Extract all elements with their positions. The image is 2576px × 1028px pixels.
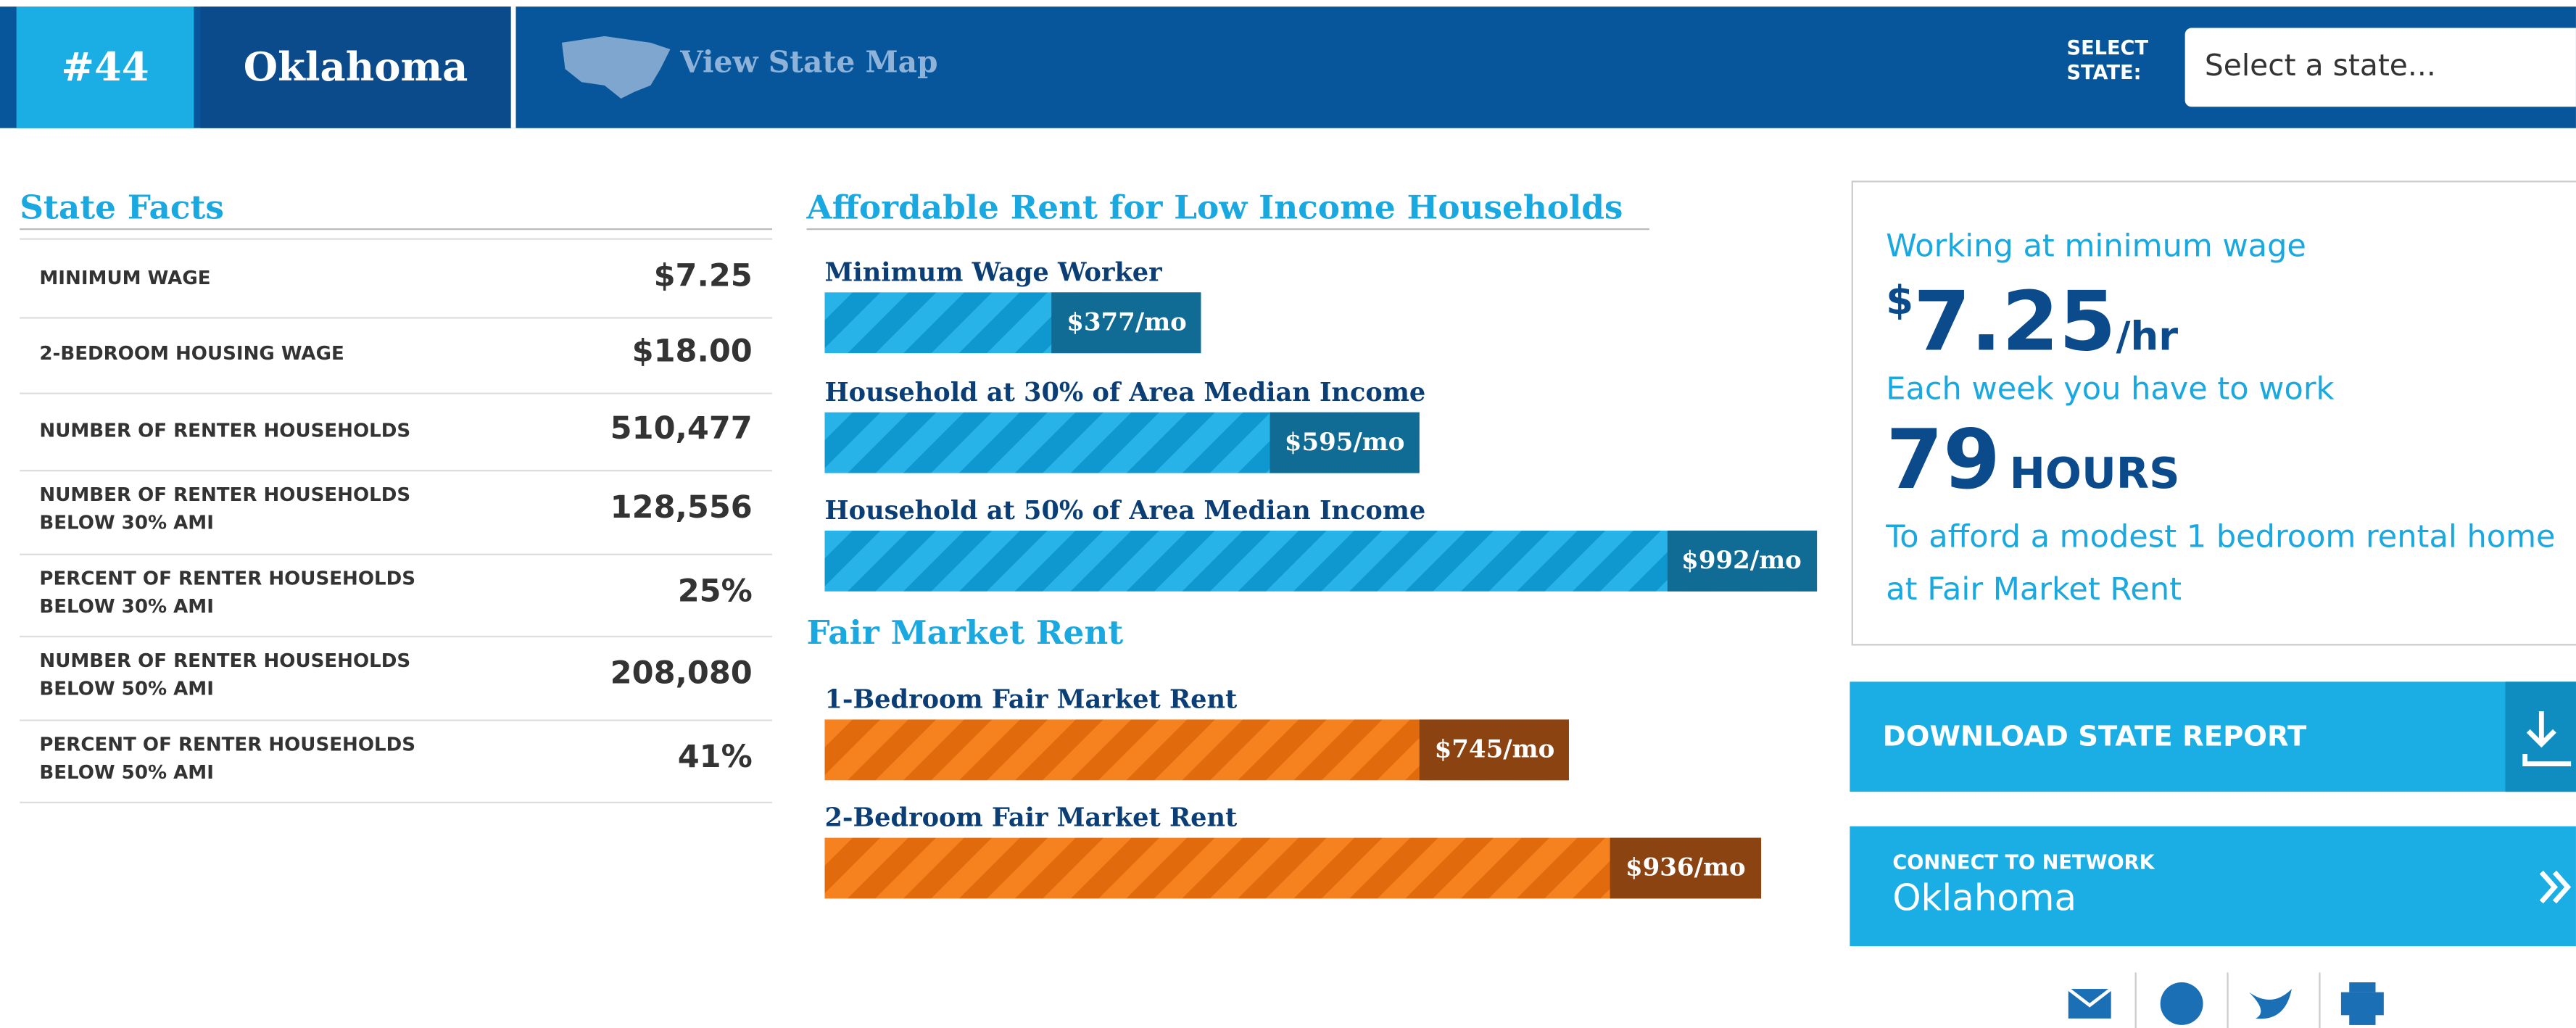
fact-value: $7.25 xyxy=(653,257,753,294)
fact-row: NUMBER OF RENTER HOUSEHOLDS BELOW 30% AM… xyxy=(20,470,772,555)
select-placeholder: Select a state... xyxy=(2204,49,2436,84)
map-icon[interactable] xyxy=(555,30,674,102)
bar-label: Minimum Wage Worker xyxy=(824,256,1162,288)
hours-unit: HOURS xyxy=(2009,449,2180,500)
fact-value: $18.00 xyxy=(631,333,753,370)
select-label-line: SELECT xyxy=(2066,36,2149,59)
bar-label: 2-Bedroom Fair Market Rent xyxy=(824,801,1238,833)
rank: #44 xyxy=(16,7,194,128)
download-label: DOWNLOAD STATE REPORT xyxy=(1882,721,2307,755)
section-title: State Facts xyxy=(20,187,772,231)
intro: Working at minimum wage xyxy=(1886,228,2306,265)
fact-value: 510,477 xyxy=(610,410,753,447)
state-select[interactable]: Select a state... xyxy=(2184,28,2576,107)
divider xyxy=(510,7,516,128)
chevron xyxy=(2539,870,2572,904)
fact-label: NUMBER OF RENTER HOUSEHOLDS BELOW 50% AM… xyxy=(39,649,411,700)
wage-value: 7.25 xyxy=(1913,274,2116,370)
fact-row: MINIMUM WAGE $7.25 xyxy=(20,238,772,319)
section-title: Affordable Rent for Low Income Household… xyxy=(806,187,1649,231)
fact-label: NUMBER OF RENTER HOUSEHOLDS xyxy=(39,418,411,442)
bar: $377/mo xyxy=(824,292,1202,354)
bar: $745/mo xyxy=(824,719,1570,781)
download-button[interactable]: DOWNLOAD STATE REPORT xyxy=(1850,681,2576,792)
section-title: Fair Market Rent xyxy=(806,613,1124,652)
download-icon-box xyxy=(2505,681,2576,792)
fact-label: 2-BEDROOM HOUSING WAGE xyxy=(39,341,344,365)
connect-button[interactable]: CONNECT TO NETWORK Oklahoma xyxy=(1850,826,2576,947)
fact-row: 2-BEDROOM HOUSING WAGE $18.00 xyxy=(20,315,772,394)
bar-value-label: $936/mo xyxy=(1610,837,1761,899)
state-name: Oklahoma xyxy=(200,7,511,128)
bar: $936/mo xyxy=(824,837,1761,899)
fact-value: 208,080 xyxy=(610,655,753,692)
work-panel: Working at minimum wage $7.25/hr Each we… xyxy=(1851,181,2576,646)
bar-value-label: $992/mo xyxy=(1666,530,1817,592)
currency: $ xyxy=(1886,277,1914,324)
fact-row: PERCENT OF RENTER HOUSEHOLDS BELOW 30% A… xyxy=(20,554,772,638)
fact-value: 41% xyxy=(677,739,753,776)
map-link[interactable]: View State Map xyxy=(680,46,938,81)
hours-value: 79 xyxy=(1886,412,2000,508)
bar-value-label: $745/mo xyxy=(1420,719,1570,781)
fact-value: 25% xyxy=(677,573,753,610)
twitter-icon[interactable] xyxy=(2249,989,2292,1019)
fact-row: NUMBER OF RENTER HOUSEHOLDS 510,477 xyxy=(20,393,772,472)
bar-value-label: $377/mo xyxy=(1051,292,1202,354)
fact-value: 128,556 xyxy=(610,489,753,526)
afford-text: To afford a modest 1 bedroom rental home… xyxy=(1886,519,2556,608)
fact-label: MINIMUM WAGE xyxy=(39,266,211,289)
bar: $992/mo xyxy=(824,530,1817,592)
connect-label: CONNECT TO NETWORK xyxy=(1892,850,2155,874)
select-label-line: STATE: xyxy=(2066,60,2142,84)
facebook-icon[interactable] xyxy=(2160,982,2203,1025)
select-label: SELECT STATE: xyxy=(2067,36,2149,86)
download-icon xyxy=(2522,711,2572,767)
fact-label: PERCENT OF RENTER HOUSEHOLDS BELOW 30% A… xyxy=(39,566,415,618)
fact-label: NUMBER OF RENTER HOUSEHOLDS BELOW 30% AM… xyxy=(39,483,411,534)
bar: $595/mo xyxy=(824,412,1420,473)
bar-label: Household at 50% of Area Median Income xyxy=(824,494,1426,526)
bar-label: 1-Bedroom Fair Market Rent xyxy=(824,683,1238,715)
wage: $7.25/hr xyxy=(1886,274,2178,369)
bar-value-label: $595/mo xyxy=(1270,412,1420,473)
fact-row: PERCENT OF RENTER HOUSEHOLDS BELOW 50% A… xyxy=(20,719,772,804)
wage-unit: /hr xyxy=(2116,313,2179,360)
fact-label: PERCENT OF RENTER HOUSEHOLDS BELOW 50% A… xyxy=(39,732,415,784)
social-icons xyxy=(2067,972,2384,1028)
hours: 79 HOURS xyxy=(1886,413,2179,507)
bar-label: Household at 30% of Area Median Income xyxy=(824,376,1426,407)
connect-state: Oklahoma xyxy=(1892,879,2077,920)
week-text: Each week you have to work xyxy=(1886,371,2335,407)
fact-row: NUMBER OF RENTER HOUSEHOLDS BELOW 50% AM… xyxy=(20,636,772,721)
